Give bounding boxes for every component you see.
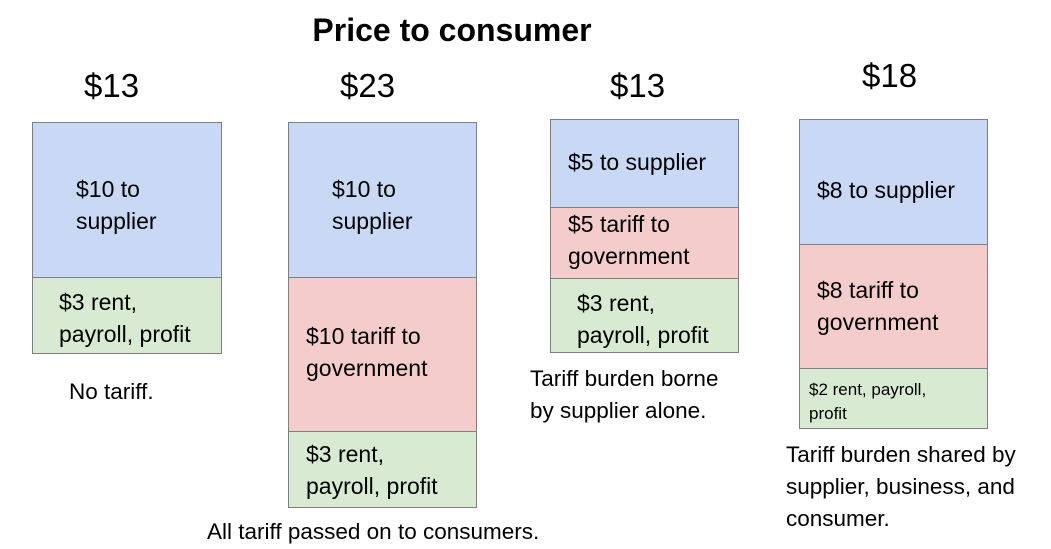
price-label-2: $23 — [340, 67, 396, 104]
caption-3: Tariff burden borne by supplier alone. — [530, 366, 719, 423]
tariff-segment-4: $8 tariff to government — [800, 244, 987, 368]
caption-4: Tariff burden shared by supplier, busine… — [786, 442, 1016, 531]
diagram-title: Price to consumer — [312, 12, 592, 48]
price-label-1: $13 — [84, 67, 140, 104]
price-label-3: $13 — [610, 67, 666, 104]
supplier-segment-3: $5 to supplier — [551, 120, 738, 207]
price-label-4: $18 — [862, 57, 918, 94]
business-segment-1: $3 rent, payroll, profit — [33, 277, 221, 353]
business-segment-3: $3 rent, payroll, profit — [551, 278, 738, 352]
business-segment-2: $3 rent, payroll, profit — [289, 431, 476, 507]
tariff-segment-3: $5 tariff to government — [551, 207, 738, 278]
supplier-segment-4: $8 to supplier — [800, 120, 987, 244]
tariff-segment-2: $10 tariff to government — [289, 277, 476, 431]
caption-2: All tariff passed on to consumers. — [207, 519, 540, 544]
business-segment-4: $2 rent, payroll, profit — [800, 368, 987, 428]
price-stack-4: $8 to supplier $8 tariff to government $… — [799, 119, 988, 429]
supplier-segment-2: $10 to supplier — [289, 123, 476, 277]
price-stack-3: $5 to supplier $5 tariff to government $… — [550, 119, 739, 353]
supplier-segment-1: $10 to supplier — [33, 123, 221, 277]
caption-1: No tariff. — [69, 379, 154, 404]
price-stack-2: $10 to supplier $10 tariff to government… — [288, 122, 477, 508]
price-stack-1: $10 to supplier $3 rent, payroll, profit — [32, 122, 222, 354]
